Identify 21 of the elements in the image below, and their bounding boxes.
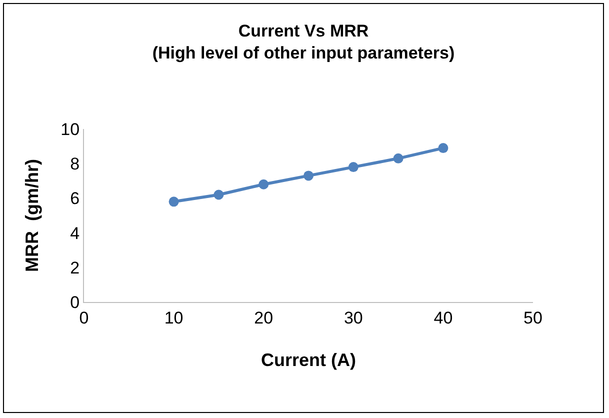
y-tick-label: 10 <box>60 120 80 139</box>
point <box>168 196 179 207</box>
chart-title: Current Vs MRR (High level of other input parameters) <box>152 22 455 63</box>
x-tick-label: 50 <box>524 308 542 328</box>
point <box>258 179 269 190</box>
y-tick-label: 4 <box>70 224 80 243</box>
y-axis-title: MRR (gm/hr) <box>22 159 42 272</box>
x-tick-label: 30 <box>344 308 363 328</box>
x-tick-label: 10 <box>164 308 184 328</box>
point <box>304 170 314 181</box>
x-tick-label: 40 <box>434 308 453 328</box>
point <box>438 143 448 154</box>
x-axis-title: Current (A) <box>261 350 356 370</box>
y-tick-label: 2 <box>70 258 80 278</box>
y-tick-label: 8 <box>70 154 80 174</box>
y-tick-label: 0 <box>70 292 80 312</box>
point <box>348 162 358 172</box>
x-tick-label: 20 <box>254 308 274 328</box>
point <box>214 190 224 200</box>
point <box>393 153 404 164</box>
y-tick-label: 6 <box>70 189 80 208</box>
